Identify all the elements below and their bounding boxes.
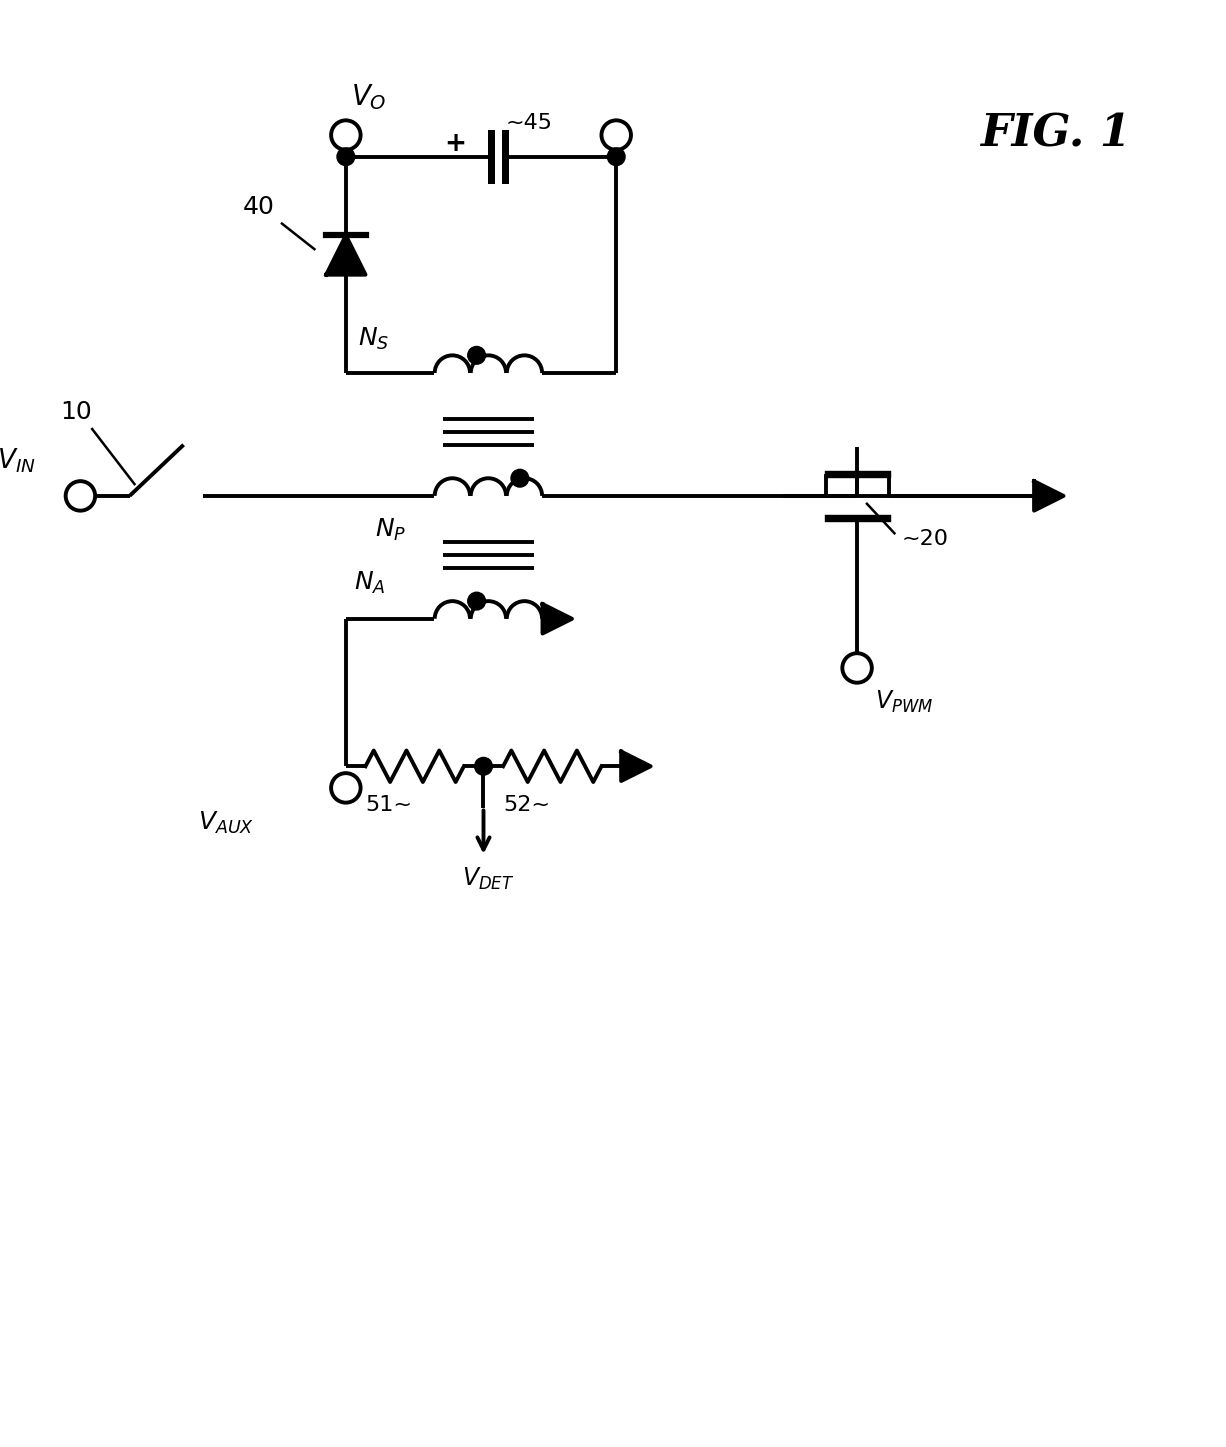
Circle shape [511,469,528,488]
Text: $V_{PWM}$: $V_{PWM}$ [875,689,933,715]
Circle shape [468,346,485,365]
Text: $N_A$: $N_A$ [354,569,385,596]
Text: $V_{DET}$: $V_{DET}$ [462,867,515,893]
Text: ~20: ~20 [901,530,949,548]
Text: $V_{AUX}$: $V_{AUX}$ [199,810,255,836]
Text: +: + [444,130,466,156]
Polygon shape [326,236,365,275]
Text: $N_P$: $N_P$ [375,517,407,544]
Text: FIG. 1: FIG. 1 [980,113,1130,156]
Text: ~45: ~45 [506,113,553,133]
Text: 51~: 51~ [365,796,412,816]
Circle shape [607,148,625,165]
Polygon shape [622,751,651,781]
Text: 10: 10 [61,401,92,424]
Text: $V_{IN}$: $V_{IN}$ [0,446,36,475]
Circle shape [468,592,485,611]
Polygon shape [1034,482,1063,511]
Text: $V_O$: $V_O$ [351,82,386,113]
Polygon shape [542,603,573,634]
Circle shape [474,757,493,776]
Text: 52~: 52~ [503,796,550,816]
Circle shape [337,148,354,165]
Text: 40: 40 [243,195,275,218]
Text: $N_S$: $N_S$ [358,326,389,352]
